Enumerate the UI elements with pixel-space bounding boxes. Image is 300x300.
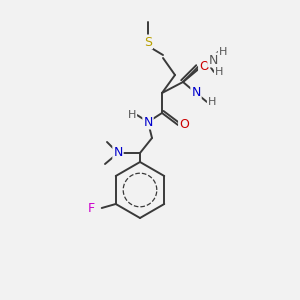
- Text: S: S: [144, 35, 152, 49]
- Text: N: N: [191, 86, 201, 100]
- Text: H: H: [208, 97, 216, 107]
- Text: H: H: [215, 67, 223, 77]
- Text: N: N: [208, 53, 218, 67]
- Text: O: O: [199, 61, 209, 74]
- Text: N: N: [143, 116, 153, 128]
- Text: N: N: [113, 146, 123, 160]
- Text: O: O: [179, 118, 189, 131]
- Text: F: F: [88, 202, 95, 214]
- Text: H: H: [219, 47, 227, 57]
- Text: H: H: [128, 110, 136, 120]
